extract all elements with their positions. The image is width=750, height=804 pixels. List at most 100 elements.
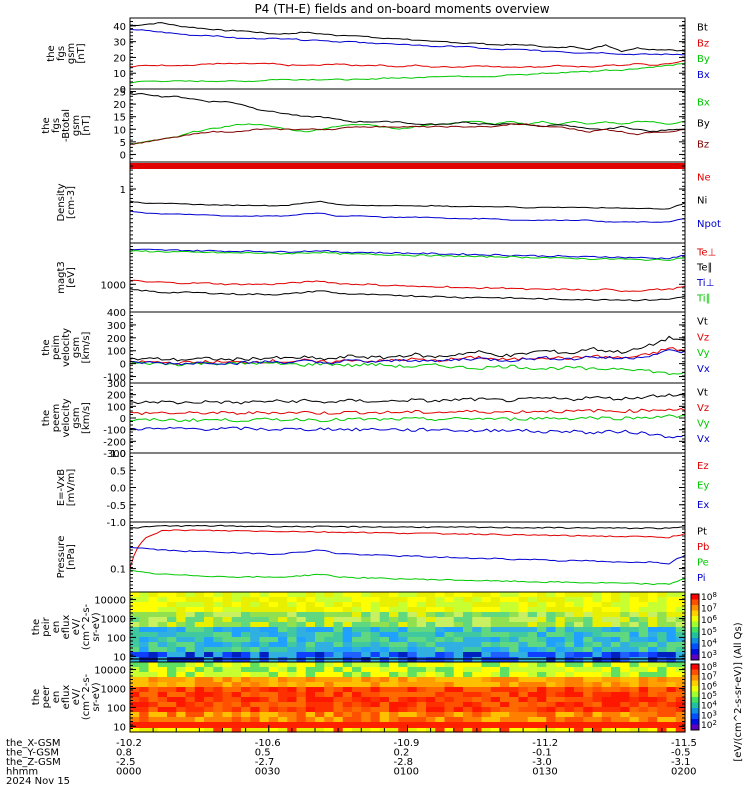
spectrogram-cell <box>333 697 344 703</box>
ytick-label: 5 <box>120 138 126 149</box>
spectrogram-cell <box>620 712 631 718</box>
spectrogram-cell <box>509 692 520 698</box>
spectrogram-cell <box>185 662 196 668</box>
spectrogram-cell <box>648 597 658 603</box>
spectrogram-cell <box>139 712 150 718</box>
spectrogram-cell <box>130 692 140 698</box>
spectrogram-cell <box>287 687 298 693</box>
spectrogram-cell <box>444 692 455 698</box>
spectrogram-cell <box>287 707 298 713</box>
spectrogram-cell <box>305 692 316 698</box>
spectrogram-cell <box>472 612 483 618</box>
spectrogram-cell <box>472 622 483 628</box>
spectrogram-cell <box>398 632 409 638</box>
spectrogram-cell <box>241 712 251 718</box>
spectrogram-cell <box>268 612 279 618</box>
spectrogram-cell <box>167 622 177 628</box>
spectrogram-cell <box>185 637 196 643</box>
ylabel-line: eV/ <box>71 688 82 705</box>
spectrogram-cell <box>453 692 464 698</box>
spectrogram-cell <box>333 672 344 678</box>
ytick-label: -1.0 <box>106 518 126 529</box>
spectrogram-cell <box>629 657 640 663</box>
spectrogram-cell <box>342 677 353 683</box>
panel-frame <box>129 161 686 244</box>
series-Vz <box>129 407 686 416</box>
spectrogram-cell <box>500 672 510 678</box>
spectrogram-cell <box>546 712 557 718</box>
spectrogram-cell <box>666 617 677 623</box>
spectrogram-cell <box>370 597 381 603</box>
spectrogram-cell <box>268 597 279 603</box>
spectrogram-cell <box>527 602 538 608</box>
spectrogram-cell <box>629 687 640 693</box>
spectrogram-cell <box>167 687 177 693</box>
spectrogram-cell <box>352 727 362 733</box>
ylabel-line: the <box>46 45 57 61</box>
spectrogram-cell <box>278 642 288 648</box>
spectrogram-cell <box>444 592 455 598</box>
spectrogram-cell <box>527 727 538 733</box>
spectrogram-cell <box>361 627 372 633</box>
ytick-label: 200 <box>107 391 126 402</box>
spectrogram-cell <box>657 697 668 703</box>
spectrogram-cell <box>546 597 557 603</box>
spectrogram-cell <box>555 637 566 643</box>
spectrogram-cell <box>629 592 640 598</box>
spectrogram-cell <box>583 677 594 683</box>
spectrogram-cell <box>352 682 362 688</box>
spectrogram-cell <box>250 657 261 663</box>
spectrogram-cell <box>278 612 288 618</box>
spectrogram-cell <box>130 602 140 608</box>
spectrogram-cell <box>675 627 686 633</box>
ylabel-line: (cm^2-s- <box>81 603 92 650</box>
spectrogram-cell <box>426 622 436 628</box>
spectrogram-cell <box>453 627 464 633</box>
spectrogram-cell <box>555 707 566 713</box>
spectrogram-cell <box>490 687 501 693</box>
spectrogram-cell <box>194 717 205 723</box>
spectrogram-cell <box>398 677 409 683</box>
spectrogram-cell <box>407 632 418 638</box>
spectrogram-cell <box>268 677 279 683</box>
spectrogram-cell <box>222 657 233 663</box>
spectrogram-cell <box>130 727 140 733</box>
spectrogram-cell <box>574 622 584 628</box>
spectrogram-cell <box>527 632 538 638</box>
spectrogram-cell <box>500 682 510 688</box>
spectrogram-cell <box>490 662 501 668</box>
spectrogram-cell <box>231 617 242 623</box>
xtick-label: 0100 <box>394 767 419 778</box>
spectrogram-cell <box>601 607 612 613</box>
spectrogram-cell <box>620 602 631 608</box>
spectrogram-cell <box>472 627 483 633</box>
spectrogram-cell <box>574 652 584 658</box>
spectrogram-cell <box>481 717 492 723</box>
spectrogram-cell <box>379 707 390 713</box>
spectrogram-cell <box>222 677 233 683</box>
spectrogram-cell <box>130 707 140 713</box>
spectrogram-cell <box>231 612 242 618</box>
spectrogram-cell <box>296 672 307 678</box>
spectrogram-cell <box>352 697 362 703</box>
spectrogram-cell <box>564 632 575 638</box>
ylabel-line: sr-eV) <box>91 612 102 641</box>
spectrogram-cell <box>629 702 640 708</box>
spectrogram-cell <box>611 707 621 713</box>
spectrogram-cell <box>278 647 288 653</box>
spectrogram-cell <box>546 702 557 708</box>
spectrogram-cell <box>167 657 177 663</box>
colorbar-tick: 108 <box>701 591 717 603</box>
spectrogram-cell <box>666 632 677 638</box>
spectrogram-cell <box>176 717 187 723</box>
spectrogram-cell <box>666 672 677 678</box>
spectrogram-cell <box>407 657 418 663</box>
spectrogram-cell <box>259 647 270 653</box>
spectrogram-cell <box>666 687 677 693</box>
spectrogram-cell <box>176 677 187 683</box>
spectrogram-cell <box>315 677 325 683</box>
spectrogram-cell <box>305 617 316 623</box>
spectrogram-cell <box>648 692 658 698</box>
spectrogram-cell <box>139 627 150 633</box>
